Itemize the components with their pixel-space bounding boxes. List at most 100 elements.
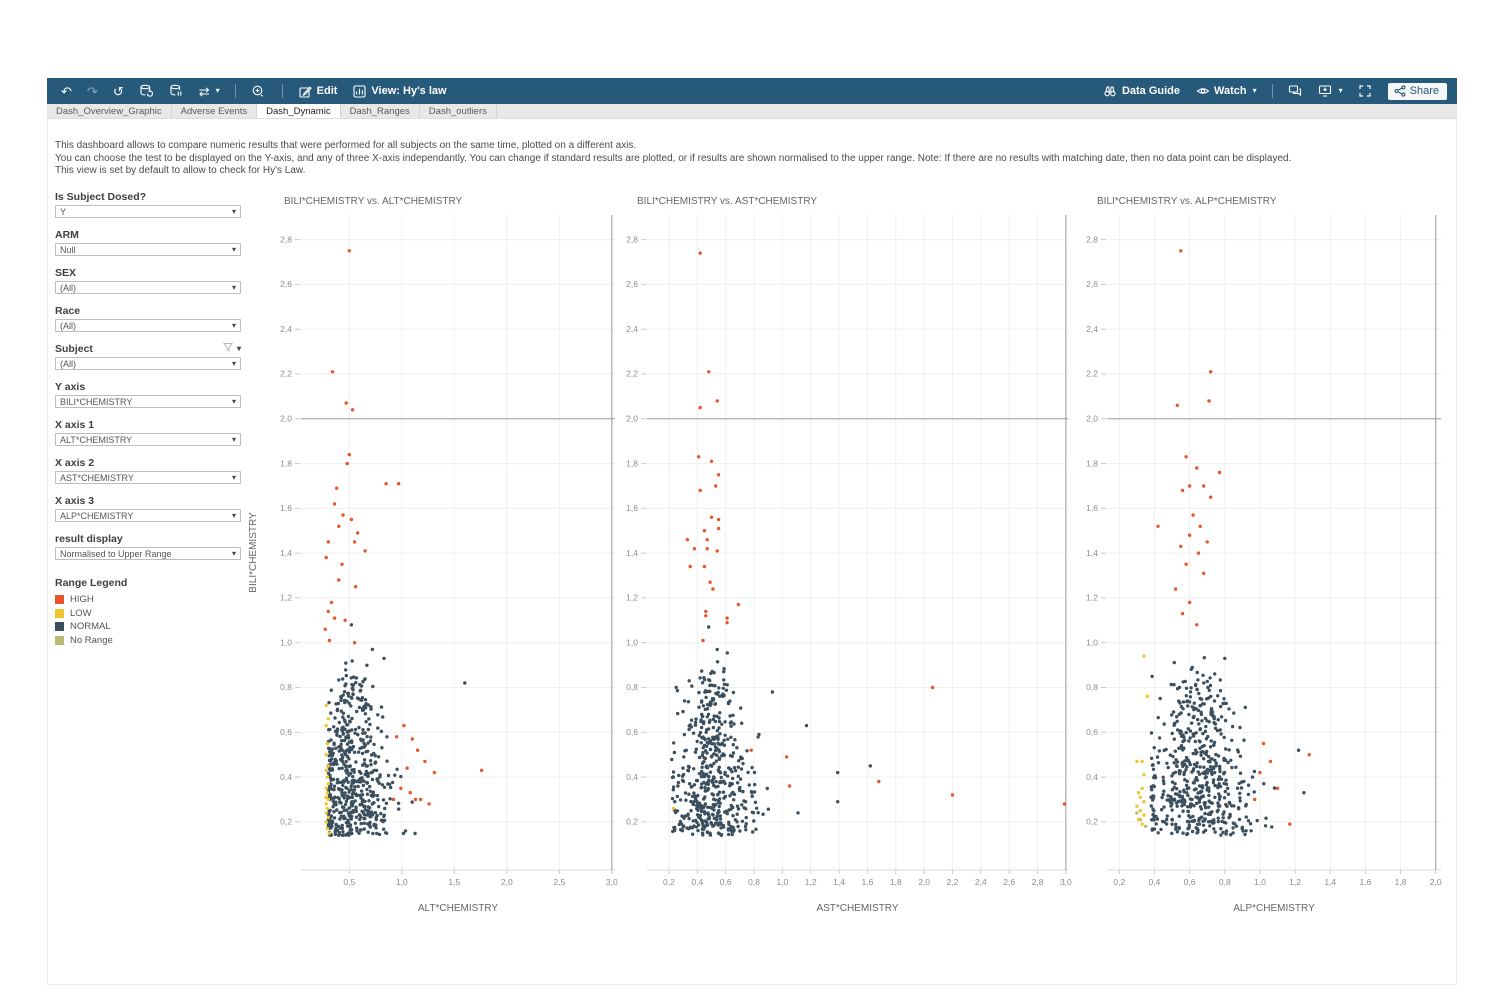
database-refresh-icon: [139, 84, 154, 99]
pause-updates-button[interactable]: [169, 84, 184, 99]
filter-dropdown[interactable]: (All) ▾: [55, 281, 241, 294]
filter-label: Y axis: [55, 380, 86, 393]
filter-label: X axis 3: [55, 494, 95, 507]
comments-button[interactable]: [1288, 84, 1303, 99]
tab-adverse-events[interactable]: Adverse Events: [172, 104, 258, 118]
tab-dash-outliers[interactable]: Dash_outliers: [420, 104, 497, 118]
svg-text:3,0: 3,0: [1060, 877, 1072, 887]
chart-bili-vs-alp[interactable]: 0,2 0,4 0,6 0,8 1,0 1,2 1,4 1,6 1,8 2,0 2,2 2,4 2,6 2…: [1086, 196, 1442, 914]
x-axis-label: AST*CHEMISTRY: [816, 903, 898, 914]
svg-text:1,0: 1,0: [1254, 877, 1266, 887]
data-guide-button[interactable]: Data Guide: [1103, 84, 1180, 99]
filter-dropdown[interactable]: AST*CHEMISTRY ▾: [55, 471, 241, 484]
svg-text:0,4: 0,4: [626, 772, 638, 782]
revert-icon: ↺: [112, 83, 124, 99]
svg-text:0,8: 0,8: [1219, 877, 1231, 887]
dropdown-value: (All): [60, 282, 76, 293]
svg-text:1,8: 1,8: [1395, 877, 1407, 887]
filter-dropdown[interactable]: Null ▾: [55, 243, 241, 256]
comments-icon: [1288, 84, 1303, 99]
chart-bili-vs-ast[interactable]: 0,2 0,4 0,6 0,8 1,0 1,2 1,4 1,6 1,8 2,0 2,2 2,4 2,6 2…: [626, 196, 1072, 914]
svg-text:1,0: 1,0: [396, 877, 408, 887]
svg-text:1,8: 1,8: [280, 458, 292, 468]
x-axis-label: ALP*CHEMISTRY: [1233, 903, 1315, 914]
description-line: This dashboard allows to compare numeric…: [55, 140, 637, 151]
dropdown-value: Normalised to Upper Range: [60, 548, 172, 559]
svg-text:2,8: 2,8: [626, 234, 638, 244]
chart-bili-vs-alt[interactable]: 0,2 0,4 0,6 0,8 1,0 1,2 1,4 1,6 1,8 2,0 2,2 2,4 2,6 2…: [248, 196, 618, 914]
svg-text:0,5: 0,5: [343, 877, 355, 887]
filter-result-display: result display Normalised to Upper Range ▾: [55, 532, 241, 570]
svg-text:2,8: 2,8: [1032, 877, 1044, 887]
filter-label: Race: [55, 304, 81, 317]
arrow-loop-icon: ⇄: [198, 83, 210, 99]
filter-dropdown[interactable]: Normalised to Upper Range ▾: [55, 547, 241, 560]
tab-dash-overview-graphic[interactable]: Dash_Overview_Graphic: [47, 104, 172, 118]
svg-text:2,8: 2,8: [1086, 234, 1098, 244]
filter-dropdown[interactable]: ALT*CHEMISTRY ▾: [55, 433, 241, 446]
chevron-down-icon: ▾: [231, 207, 236, 216]
dropdown-value: ALT*CHEMISTRY: [60, 434, 133, 445]
fullscreen-button[interactable]: [1358, 84, 1373, 99]
legend-item-no-range[interactable]: No Range: [55, 634, 127, 648]
legend-item-low[interactable]: LOW: [55, 607, 127, 621]
svg-text:2,6: 2,6: [280, 279, 292, 289]
svg-text:1,2: 1,2: [1086, 593, 1098, 603]
filter-x-axis-1: X axis 1 ALT*CHEMISTRY ▾: [55, 418, 241, 456]
download-button[interactable]: ▾: [1318, 84, 1343, 99]
undo-button[interactable]: ↶: [61, 85, 72, 98]
scatter-charts: 0,2 0,4 0,6 0,8 1,0 1,2 1,4 1,6 1,8 2,0 2,2 2,4 2,6 2…: [248, 196, 1442, 914]
svg-text:1,4: 1,4: [626, 548, 638, 558]
tab-dash-ranges[interactable]: Dash_Ranges: [341, 104, 420, 118]
redo-button[interactable]: ↷: [87, 85, 98, 98]
svg-text:0,8: 0,8: [280, 682, 292, 692]
view-selector[interactable]: View: Hy's law: [352, 84, 447, 99]
edit-button[interactable]: Edit: [298, 84, 337, 99]
filter-label: X axis 2: [55, 456, 95, 469]
svg-text:1,2: 1,2: [280, 593, 292, 603]
svg-text:2,6: 2,6: [626, 279, 638, 289]
dropdown-value: ALP*CHEMISTRY: [60, 510, 134, 521]
svg-text:1,0: 1,0: [776, 877, 788, 887]
chevron-down-icon: ▾: [231, 435, 236, 444]
legend-swatch: [55, 635, 64, 645]
svg-text:1,4: 1,4: [1086, 548, 1098, 558]
refresh-data-button[interactable]: [139, 84, 154, 99]
legend-item-normal[interactable]: NORMAL: [55, 620, 127, 634]
chevron-down-icon: ▾: [215, 86, 220, 95]
filter-dropdown[interactable]: ALP*CHEMISTRY ▾: [55, 509, 241, 522]
filter-dropdown[interactable]: Y ▾: [55, 205, 241, 218]
filter-y-axis: Y axis BILI*CHEMISTRY ▾: [55, 380, 241, 418]
insights-button[interactable]: [251, 84, 266, 99]
watch-button[interactable]: Watch ▾: [1195, 84, 1257, 99]
funnel-icon[interactable]: [222, 342, 237, 355]
filter-is-subject-dosed-: Is Subject Dosed? Y ▾: [55, 190, 241, 228]
svg-text:0,2: 0,2: [280, 817, 292, 827]
run-flow-button[interactable]: ⇄ ▾: [199, 85, 220, 98]
svg-text:2,4: 2,4: [626, 324, 638, 334]
svg-text:2,6: 2,6: [1003, 877, 1015, 887]
chart-title: BILI*CHEMISTRY vs. AST*CHEMISTRY: [637, 196, 817, 207]
data-guide-label: Data Guide: [1121, 85, 1181, 97]
view-chart-icon: [352, 84, 367, 99]
app-window: ↶ ↷ ↺: [47, 78, 1457, 985]
tab-dash-dynamic[interactable]: Dash_Dynamic: [257, 104, 341, 118]
eye-icon: [1195, 84, 1210, 99]
filter-dropdown[interactable]: (All) ▾: [55, 357, 241, 370]
svg-text:1,5: 1,5: [448, 877, 460, 887]
filter-dropdown[interactable]: (All) ▾: [55, 319, 241, 332]
legend-item-high[interactable]: HIGH: [55, 593, 127, 607]
filter-label: Is Subject Dosed?: [55, 190, 147, 203]
svg-text:2,0: 2,0: [280, 413, 292, 423]
svg-text:2,8: 2,8: [280, 234, 292, 244]
chevron-down-icon: ▾: [231, 397, 236, 406]
share-button[interactable]: Share: [1387, 82, 1447, 100]
chevron-down-icon: ▾: [231, 283, 236, 292]
chevron-down-icon: ▾: [1252, 86, 1257, 95]
chevron-down-icon[interactable]: ▾: [236, 344, 241, 353]
filter-dropdown[interactable]: BILI*CHEMISTRY ▾: [55, 395, 241, 408]
revert-button[interactable]: ↺: [113, 85, 124, 98]
legend-label: HIGH: [70, 594, 94, 606]
svg-text:0,6: 0,6: [280, 727, 292, 737]
svg-text:1,4: 1,4: [280, 548, 292, 558]
